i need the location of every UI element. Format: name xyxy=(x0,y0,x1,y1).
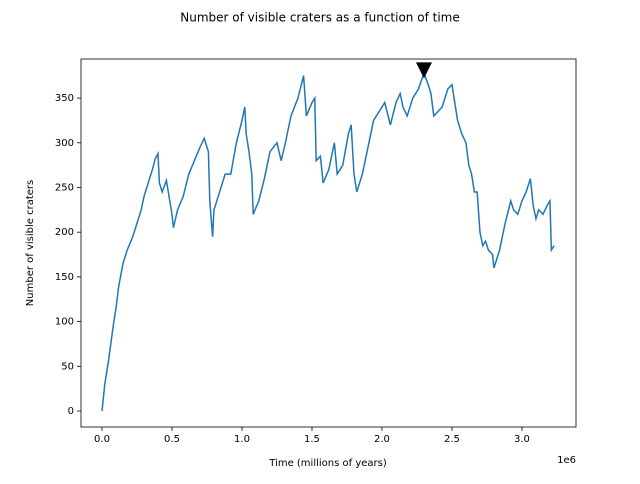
x-axis-label: Time (millions of years) xyxy=(268,458,387,469)
x-tick-label: 2.0 xyxy=(374,434,390,445)
y-axis-label: Number of visible craters xyxy=(25,180,36,306)
y-tick-label: 150 xyxy=(55,272,74,283)
data-line xyxy=(101,70,555,412)
x-tick-label: 0.0 xyxy=(94,434,110,445)
y-tick-label: 350 xyxy=(55,93,74,104)
x-tick-label: 1.0 xyxy=(234,434,250,445)
y-tick-label: 250 xyxy=(55,182,74,193)
axes-frame xyxy=(80,58,577,428)
max-marker xyxy=(415,62,432,79)
y-tick-label: 50 xyxy=(61,361,74,372)
y-tick-label: 100 xyxy=(55,317,74,328)
chart-title: Number of visible craters as a function … xyxy=(180,11,459,25)
x-offset-label: 1e6 xyxy=(557,455,576,466)
y-tick-label: 0 xyxy=(68,406,74,417)
y-tick-label: 200 xyxy=(55,227,74,238)
x-tick-label: 3.0 xyxy=(514,434,530,445)
x-tick-label: 2.5 xyxy=(444,434,460,445)
y-tick-label: 300 xyxy=(55,138,74,149)
x-tick-label: 1.5 xyxy=(304,434,320,445)
x-tick-label: 0.5 xyxy=(164,434,180,445)
